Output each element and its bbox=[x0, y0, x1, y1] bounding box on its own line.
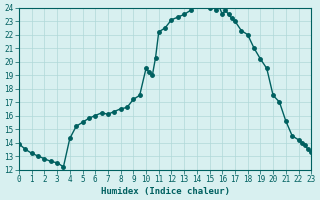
X-axis label: Humidex (Indice chaleur): Humidex (Indice chaleur) bbox=[100, 187, 229, 196]
